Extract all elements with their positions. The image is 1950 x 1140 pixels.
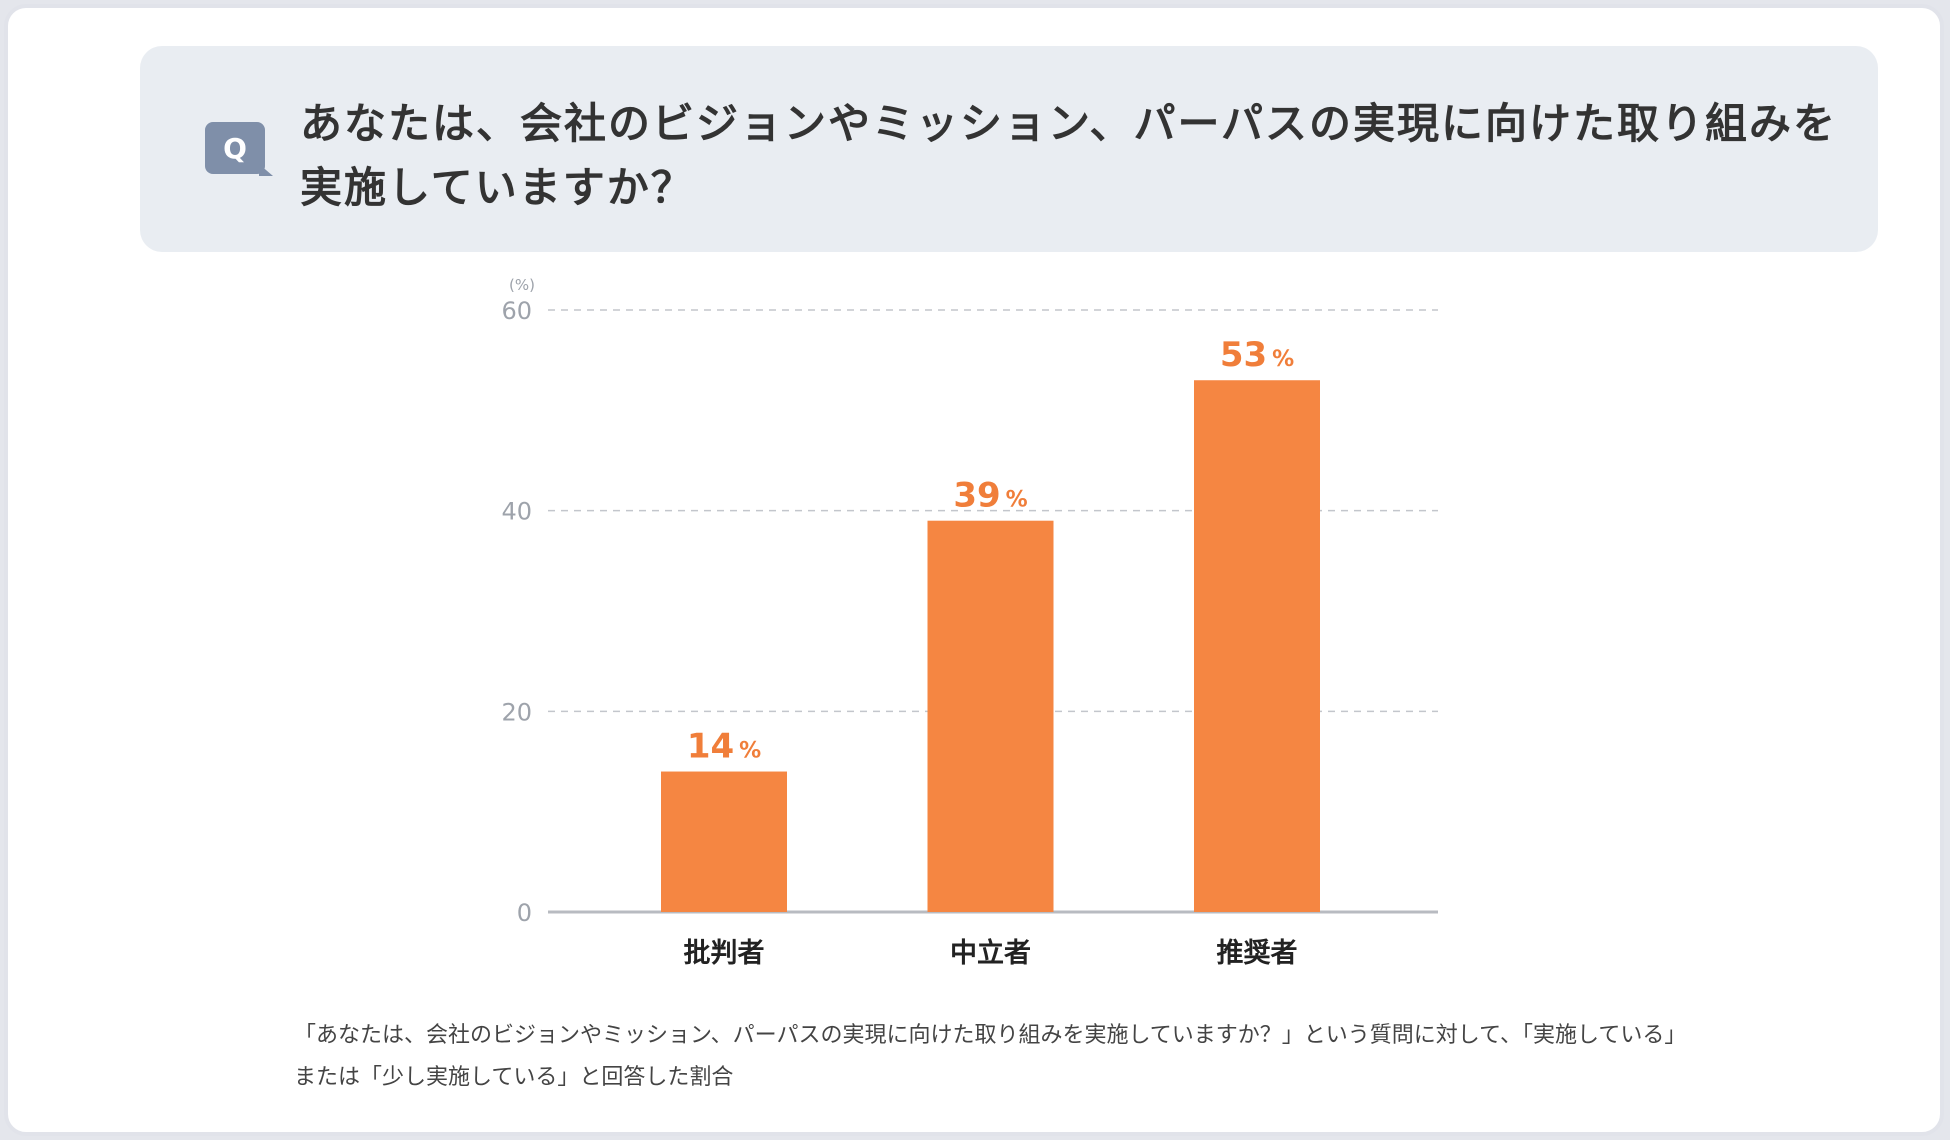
question-text: あなたは、会社のビジョンやミッション、パーパスの実現に向けた取り組みを実施してい… [300,99,1838,212]
labels-layer: 14 % 批判者 39 % 中立者 53 % 推奨者 [684,335,1298,969]
chart-card: Q あなたは、会社のビジョンやミッション、パーパスの実現に向けた取り組みを実施し… [4,4,1944,1136]
value-label: 53% [1220,335,1294,375]
y-tick-label: 0 [517,899,532,927]
bar-1 [661,771,787,912]
bar-3 [1194,380,1320,912]
category-label: 中立者 [950,937,1031,969]
category-label: 推奨者 [1217,938,1298,969]
question-box: Q あなたは、会社のビジョンやミッション、パーパスの実現に向けた取り組みを実施し… [140,46,1878,252]
question-badge: Q [205,122,273,176]
bar-2 [927,520,1054,912]
y-axis-unit-label: (%) [509,276,535,294]
category-label: 批判者 [684,938,765,969]
value-label: 39% [953,476,1027,516]
bars-layer [661,380,1320,912]
y-tick-label: 40 [501,498,532,526]
y-tick-label: 60 [501,297,532,325]
footnote: 「あなたは、会社のビジョンやミッション、パーパスの実現に向けた取り組みを実施して… [294,1023,1687,1090]
value-label: 14% [687,727,761,767]
y-tick-label: 20 [501,698,532,726]
